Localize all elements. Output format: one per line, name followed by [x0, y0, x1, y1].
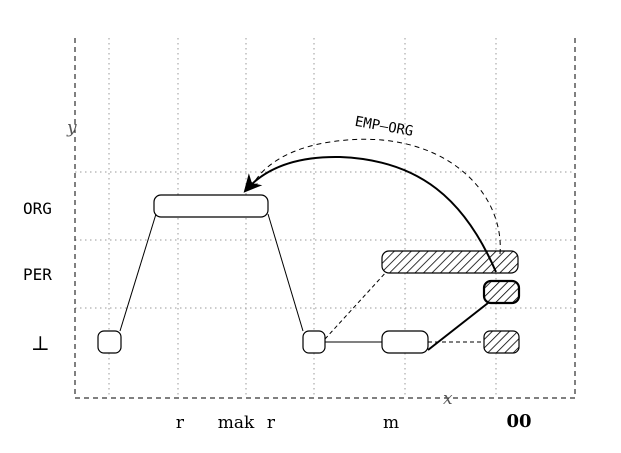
row-label-bottom: ⊥ [31, 331, 50, 355]
grid-horizontal [75, 171, 575, 309]
token-label: mak [218, 413, 255, 433]
node-bottom-token-5 [381, 330, 429, 354]
node-bottom-token-6-hatched [483, 330, 520, 354]
token-label: 00 [506, 411, 531, 432]
node-bottom-token-1 [97, 330, 122, 354]
relation-label: EMP–ORG [354, 114, 415, 140]
token-label: r [176, 413, 185, 433]
token-label: m [383, 413, 399, 433]
y-axis-label: y [66, 118, 77, 138]
node-bottom-token-4 [302, 330, 326, 354]
x-axis-label: x [443, 389, 453, 409]
relation-arc-solid [243, 155, 497, 273]
token-labels: r mak r m 00 [176, 411, 532, 433]
connectors-solid [119, 213, 382, 343]
frame [74, 38, 576, 399]
node-per-token-hatched [482, 279, 521, 305]
row-label-per: PER [23, 265, 52, 284]
connector-strong [427, 302, 489, 351]
node-per-span-hatched [381, 250, 519, 274]
token-label: r [267, 413, 276, 433]
relation-arc-dashed [250, 138, 501, 255]
row-label-org: ORG [23, 199, 52, 218]
node-org-span [153, 194, 269, 218]
